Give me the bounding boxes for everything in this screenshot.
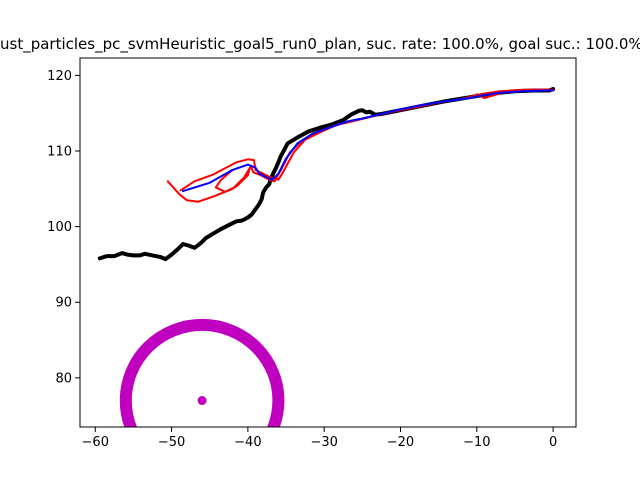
series-particle-path-2 xyxy=(166,88,555,203)
x-tick-label: −30 xyxy=(310,435,337,450)
chart-title: ust_particles_pc_svmHeuristic_goal5_run0… xyxy=(0,35,640,53)
goal-point xyxy=(197,396,207,406)
x-tick-label: 0 xyxy=(549,435,557,450)
goal-region xyxy=(119,318,285,427)
series-planned-path-1 xyxy=(182,89,555,193)
series-actual-path-0 xyxy=(97,87,556,262)
y-tick-label: 120 xyxy=(47,69,72,84)
x-tick-label: −60 xyxy=(82,435,109,450)
y-tick-label: 100 xyxy=(47,220,72,235)
y-tick-label: 110 xyxy=(47,145,72,160)
x-tick-label: −10 xyxy=(463,435,490,450)
axes-frame xyxy=(79,57,577,428)
y-tick-label: 80 xyxy=(55,371,72,386)
series-particle-path-3 xyxy=(179,122,341,192)
x-tick-label: −40 xyxy=(234,435,261,450)
series-particle-path-4 xyxy=(214,168,251,193)
x-tick-label: −50 xyxy=(158,435,185,450)
y-tick-label: 90 xyxy=(55,296,72,311)
x-tick-label: −20 xyxy=(387,435,414,450)
